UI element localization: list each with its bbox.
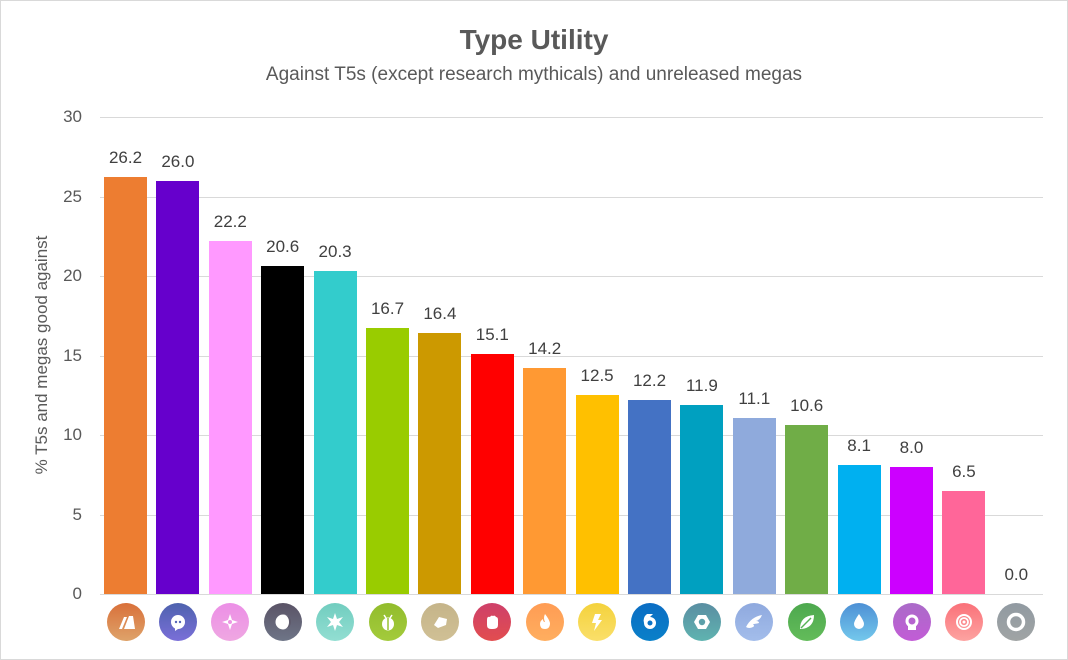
data-label: 0.0 (1004, 565, 1029, 584)
gridline (100, 276, 1043, 277)
y-tick-label: 30 (63, 107, 82, 126)
bar-fairy (208, 241, 252, 594)
data-label: 6.5 (952, 461, 976, 481)
data-label: 26.2 (108, 148, 143, 168)
data-label: 12.2 (632, 371, 667, 391)
psychic-icon (944, 603, 983, 641)
data-label: 20.6 (266, 237, 300, 257)
data-label: 22.2 (213, 212, 247, 232)
y-tick-label: 0 (72, 584, 82, 603)
data-label: 10.6 (790, 396, 824, 416)
data-label: 15.1 (475, 324, 509, 344)
ice-icon (316, 603, 355, 641)
y-tick-label: 15 (63, 345, 82, 365)
data-label: 26.0 (161, 151, 195, 171)
bar-water (837, 465, 881, 594)
data-label: 20.3 (318, 242, 352, 262)
bar-bug (366, 328, 409, 594)
fairy-icon (211, 603, 250, 641)
ground-icon (106, 603, 145, 641)
bar-poison (890, 466, 933, 594)
data-label: 8.0 (899, 437, 924, 457)
bar-grass (785, 425, 829, 594)
bar-fire (523, 368, 567, 594)
rock-icon (420, 603, 459, 641)
bar-ice (313, 271, 357, 594)
electric-icon (578, 603, 617, 641)
bar-rock (418, 333, 462, 594)
flying-icon (735, 603, 774, 641)
dragon-icon (630, 603, 669, 641)
poison-icon (892, 603, 931, 641)
gridline (100, 196, 1043, 198)
chart-title: Type Utility (459, 24, 609, 55)
gridline (100, 117, 1043, 118)
bar-ground (104, 177, 147, 594)
grass-icon (787, 603, 826, 641)
data-label: 16.7 (370, 299, 405, 319)
steel-icon (682, 603, 721, 641)
bar-dragon (628, 400, 671, 594)
bug-icon (368, 603, 407, 641)
y-tick-label: 20 (63, 266, 82, 285)
data-label: 14.2 (528, 339, 562, 359)
bar-dark (261, 266, 305, 594)
dark-icon (263, 603, 302, 641)
y-tick-label: 10 (63, 425, 82, 444)
bar-psychic (942, 490, 986, 594)
data-label: 11.9 (685, 375, 718, 395)
data-label: 8.1 (847, 436, 871, 456)
gridline (100, 514, 1043, 516)
bar-steel (680, 404, 724, 594)
gridline (100, 435, 1043, 436)
bar-fighting (470, 353, 514, 594)
data-label: 16.4 (423, 304, 457, 324)
fire-icon (525, 603, 564, 641)
gridline (100, 355, 1043, 357)
data-label: 12.5 (580, 366, 614, 386)
bar-electric (575, 395, 619, 594)
water-icon (840, 603, 879, 641)
normal-icon (997, 603, 1036, 641)
y-tick-label: 5 (72, 504, 82, 524)
bar-flying (732, 417, 776, 594)
chart-subtitle: Against T5s (except research mythicals) … (265, 64, 803, 85)
bar-ghost (156, 180, 200, 594)
fighting-icon (473, 603, 512, 641)
ghost-icon (158, 603, 197, 641)
data-label: 11.1 (738, 388, 771, 408)
y-tick-label: 25 (63, 186, 82, 206)
gridline (100, 594, 1043, 595)
